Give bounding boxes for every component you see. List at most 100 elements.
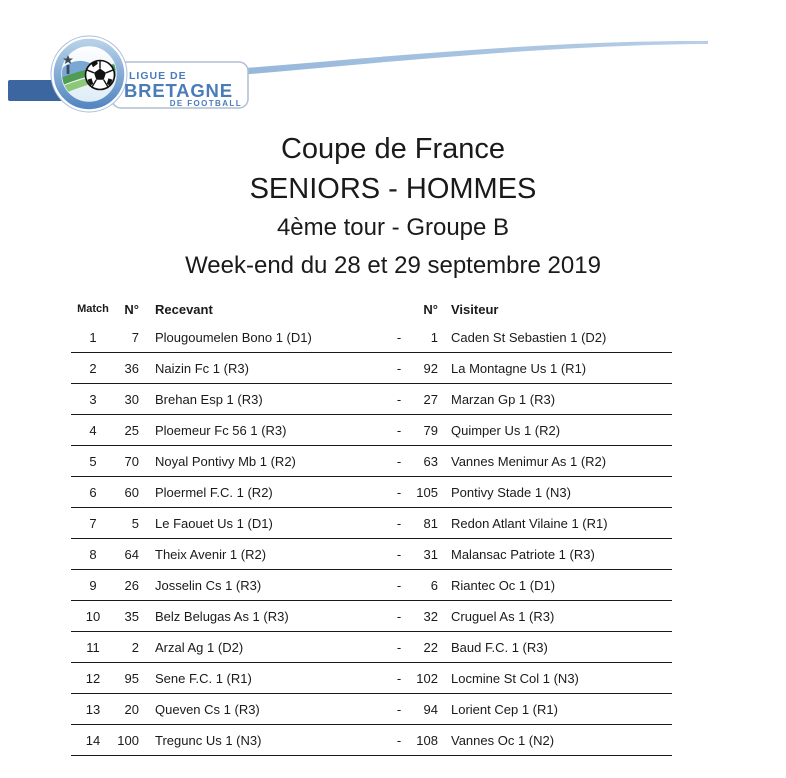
separator-dash: - — [396, 670, 402, 686]
match-number: 4 — [89, 422, 97, 438]
competition-title: Coupe de France — [280, 133, 506, 165]
match-number: 10 — [85, 608, 101, 624]
away-team-name: Malansac Patriote 1 (R3) — [451, 546, 595, 562]
home-club-number: 100 — [117, 732, 139, 748]
soccer-ball-icon — [84, 59, 116, 91]
away-team-name: Lorient Cep 1 (R1) — [451, 701, 558, 717]
logo-text-bretagne: BRETAGNE — [124, 80, 233, 101]
separator-dash: - — [396, 453, 402, 469]
match-number: 11 — [86, 639, 100, 655]
separator-dash: - — [396, 484, 402, 500]
away-club-number: 1 — [430, 329, 438, 345]
table-row: 8 64 Theix Avenir 1 (R2) - 31 Malansac P… — [71, 539, 672, 570]
home-team-name: Ploemeur Fc 56 1 (R3) — [155, 422, 287, 438]
home-team-name: Tregunc Us 1 (N3) — [155, 732, 262, 748]
home-club-number: 30 — [124, 391, 139, 407]
table-row: 7 5 Le Faouet Us 1 (D1) - 81 Redon Atlan… — [71, 508, 672, 539]
away-club-number: 22 — [423, 639, 438, 655]
away-club-number: 27 — [423, 391, 438, 407]
home-team-name: Theix Avenir 1 (R2) — [155, 546, 267, 562]
category-title: SENIORS - HOMMES — [249, 173, 537, 205]
home-team-name: Le Faouet Us 1 (D1) — [155, 515, 273, 531]
away-club-number: 81 — [423, 515, 438, 531]
away-team-name: Redon Atlant Vilaine 1 (R1) — [451, 515, 608, 531]
home-club-number: 64 — [124, 546, 139, 562]
match-number: 12 — [85, 670, 101, 686]
separator-dash: - — [396, 422, 402, 438]
away-team-name: Vannes Menimur As 1 (R2) — [451, 453, 607, 469]
match-number: 3 — [89, 391, 97, 407]
away-club-number: 94 — [423, 701, 438, 717]
away-club-number: 32 — [423, 608, 438, 624]
away-team-name: Baud F.C. 1 (R3) — [451, 639, 548, 655]
match-number: 7 — [89, 515, 97, 531]
home-club-number: 26 — [124, 577, 139, 593]
table-row: 2 36 Naizin Fc 1 (R3) - 92 La Montagne U… — [71, 353, 672, 384]
table-row: 1 7 Plougoumelen Bono 1 (D1) - 1 Caden S… — [71, 322, 672, 353]
away-club-number: 31 — [423, 546, 438, 562]
away-club-number: 6 — [430, 577, 438, 593]
table-row: 4 25 Ploemeur Fc 56 1 (R3) - 79 Quimper … — [71, 415, 672, 446]
logo-text-de-football: DE FOOTBALL — [170, 99, 242, 108]
match-number: 13 — [85, 701, 101, 717]
home-club-number: 25 — [124, 422, 139, 438]
match-number: 1 — [89, 329, 97, 345]
league-logo: LIGUE DE BRETAGNE DE FOOTBALL — [8, 35, 708, 113]
away-club-number: 79 — [423, 422, 438, 438]
home-team-name: Ploermel F.C. 1 (R2) — [155, 484, 273, 500]
header-away-team: Visiteur — [451, 301, 499, 317]
separator-dash: - — [396, 577, 402, 593]
table-row: 12 95 Sene F.C. 1 (R1) - 102 Locmine St … — [71, 663, 672, 694]
home-club-number: 35 — [124, 608, 139, 624]
header-match: Match — [77, 303, 109, 315]
away-club-number: 105 — [416, 484, 438, 500]
header-home-team: Recevant — [155, 301, 213, 317]
table-row: 6 60 Ploermel F.C. 1 (R2) - 105 Pontivy … — [71, 477, 672, 508]
away-team-name: Vannes Oc 1 (N2) — [451, 732, 555, 748]
weekend-dates: Week-end du 28 et 29 septembre 2019 — [185, 252, 601, 279]
away-team-name: Cruguel As 1 (R3) — [451, 608, 555, 624]
away-club-number: 63 — [423, 453, 438, 469]
header-away-number: N° — [423, 301, 438, 317]
home-club-number: 7 — [131, 329, 139, 345]
match-number: 6 — [89, 484, 97, 500]
away-team-name: Riantec Oc 1 (D1) — [451, 577, 556, 593]
match-number: 5 — [89, 453, 97, 469]
away-team-name: Quimper Us 1 (R2) — [451, 422, 561, 438]
match-number: 14 — [85, 732, 101, 748]
separator-dash: - — [396, 639, 402, 655]
table-row: 10 35 Belz Belugas As 1 (R3) - 32 Crugue… — [71, 601, 672, 632]
home-club-number: 60 — [124, 484, 139, 500]
home-team-name: Josselin Cs 1 (R3) — [155, 577, 262, 593]
away-team-name: Marzan Gp 1 (R3) — [451, 391, 556, 407]
home-team-name: Plougoumelen Bono 1 (D1) — [155, 329, 312, 345]
separator-dash: - — [396, 391, 402, 407]
separator-dash: - — [396, 329, 402, 345]
home-club-number: 36 — [124, 360, 139, 376]
match-number: 9 — [89, 577, 97, 593]
away-team-name: Caden St Sebastien 1 (D2) — [451, 329, 607, 345]
separator-dash: - — [396, 546, 402, 562]
lighthouse-icon — [63, 55, 73, 74]
home-team-name: Brehan Esp 1 (R3) — [155, 391, 263, 407]
home-club-number: 20 — [124, 701, 139, 717]
home-club-number: 70 — [124, 453, 139, 469]
separator-dash: - — [396, 515, 402, 531]
match-number: 8 — [89, 546, 97, 562]
away-team-name: Pontivy Stade 1 (N3) — [451, 484, 571, 500]
home-club-number: 95 — [124, 670, 139, 686]
table-header-row: Match N° Recevant N° Visiteur — [71, 296, 672, 322]
home-club-number: 2 — [131, 639, 139, 655]
home-team-name: Queven Cs 1 (R3) — [155, 701, 260, 717]
away-team-name: Locmine St Col 1 (N3) — [451, 670, 579, 686]
separator-dash: - — [396, 360, 402, 376]
match-number: 2 — [89, 360, 97, 376]
separator-dash: - — [396, 732, 402, 748]
logo-text-ligue-de: LIGUE DE — [129, 70, 187, 82]
home-team-name: Sene F.C. 1 (R1) — [155, 670, 252, 686]
table-row: 5 70 Noyal Pontivy Mb 1 (R2) - 63 Vannes… — [71, 446, 672, 477]
table-row: 3 30 Brehan Esp 1 (R3) - 27 Marzan Gp 1 … — [71, 384, 672, 415]
away-club-number: 108 — [416, 732, 438, 748]
away-team-name: La Montagne Us 1 (R1) — [451, 360, 587, 376]
